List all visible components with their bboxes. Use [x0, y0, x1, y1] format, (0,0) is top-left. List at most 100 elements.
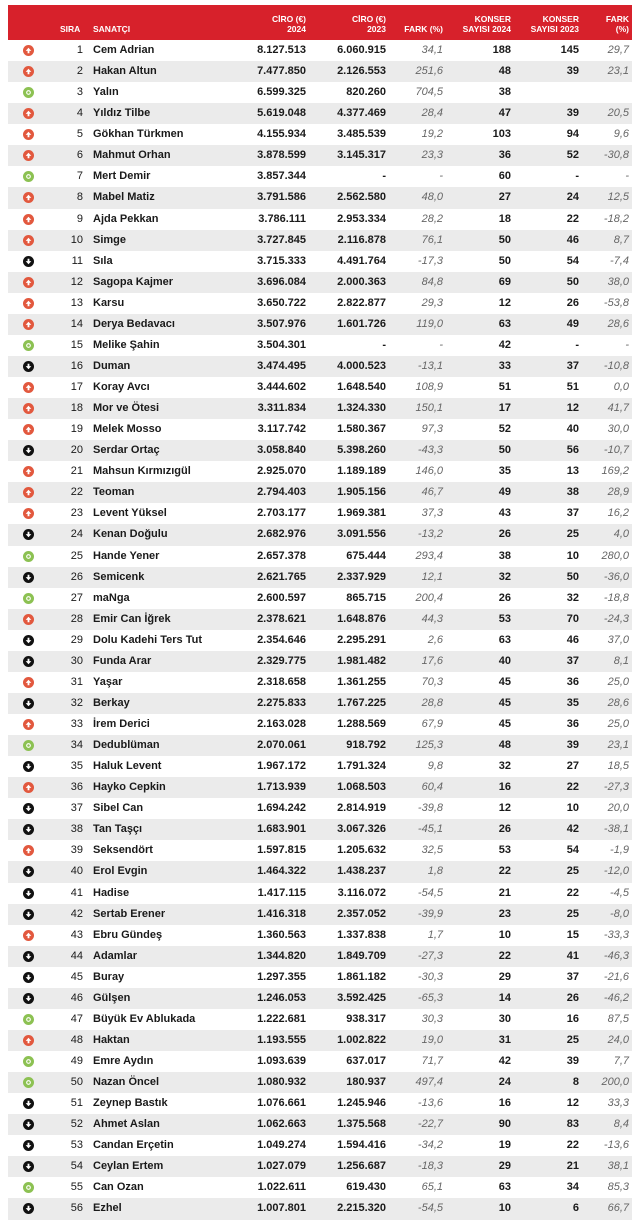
rank: 4 — [76, 107, 83, 120]
concerts-2023: 26 — [566, 296, 579, 309]
trend-down-icon — [23, 1098, 34, 1110]
table-row: 41 Hadise 1.417.115 3.116.072 -54,5 21 22 -4,5 — [8, 883, 632, 904]
revenue-2023: 3.067.326 — [337, 823, 386, 836]
rank: 22 — [70, 486, 83, 499]
trend-down-icon — [23, 634, 34, 646]
concerts-change: 20,0 — [607, 802, 629, 815]
revenue-2023: 3.091.556 — [337, 528, 386, 541]
table-row: 50 Nazan Öncel 1.080.932 180.937 497,4 24 8 200… — [8, 1072, 632, 1094]
trend-up-icon — [23, 613, 34, 625]
rank: 18 — [70, 402, 83, 415]
concerts-2024: 16 — [498, 1097, 511, 1110]
artist-name: Gülşen — [93, 991, 131, 1004]
trend-up-icon — [23, 129, 34, 141]
concerts-change: 23,1 — [607, 65, 629, 78]
concerts-change: -46,3 — [603, 949, 629, 962]
concerts-change: -8,0 — [610, 907, 629, 920]
trend-down-icon — [23, 445, 34, 457]
artist-name: Serdar Ortaç — [93, 444, 160, 457]
concerts-change: 8,1 — [613, 654, 629, 667]
table-row: 9 Ajda Pekkan 3.786.111 2.953.334 28,2 18 22 -1… — [8, 209, 632, 230]
artist-name: Derya Bedavacı — [93, 317, 175, 330]
concerts-change: 28,6 — [607, 696, 629, 709]
table-row: 48 Haktan 1.193.555 1.002.822 19,0 31 25 24,0 — [8, 1029, 632, 1051]
concerts-2023: 40 — [566, 423, 579, 436]
revenue-change: -22,7 — [417, 1118, 443, 1131]
rank: 8 — [76, 191, 83, 204]
revenue-change: -34,2 — [417, 1139, 443, 1152]
revenue-2024: 2.070.061 — [257, 739, 306, 752]
table-row: 4 Yıldız Tilbe 5.619.048 4.377.469 28,4 47 39 2… — [8, 103, 632, 125]
table-row: 3 Yalın 6.599.325 820.260 704,5 38 — [8, 82, 632, 103]
revenue-2024: 2.378.621 — [257, 612, 306, 625]
concerts-change: -10,8 — [603, 359, 629, 372]
artist-name: Yıldız Tilbe — [93, 107, 151, 120]
concerts-2024: 53 — [498, 612, 511, 625]
table-row: 10 Simge 3.727.845 2.116.878 76,1 50 46 8,7 — [8, 229, 632, 251]
concerts-change: 12,5 — [607, 191, 629, 204]
trend-up-icon — [23, 676, 34, 688]
concerts-2024: 45 — [498, 696, 511, 709]
artist-name: Koray Avcı — [93, 381, 150, 393]
trend-down-icon — [23, 761, 34, 773]
concerts-2024: 23 — [498, 907, 511, 920]
artist-name: Ebru Gündeş — [93, 928, 163, 941]
artist-name: Gökhan Türkmen — [93, 128, 184, 141]
rank: 35 — [70, 760, 83, 773]
table-row: 54 Ceylan Ertem 1.027.079 1.256.687 -18,3 29 2… — [8, 1156, 632, 1178]
rank: 37 — [70, 802, 83, 815]
concerts-2024: 22 — [498, 865, 511, 878]
table-row: 17 Koray Avcı 3.444.602 1.648.540 108,9 51 51 0… — [8, 377, 632, 398]
revenue-change: -43,3 — [417, 444, 443, 457]
trend-down-icon — [23, 866, 34, 878]
revenue-2024: 2.794.403 — [257, 486, 306, 499]
artist-name: Sertab Erener — [93, 907, 166, 920]
artist-name: Semicenk — [93, 570, 145, 583]
table-row: 39 Seksendört 1.597.815 1.205.632 32,5 53 54 -1… — [8, 840, 632, 861]
rank: 10 — [70, 233, 83, 246]
rank: 56 — [70, 1202, 83, 1215]
table-row: 37 Sibel Can 1.694.242 2.814.919 -39,8 12 10 20… — [8, 798, 632, 819]
trend-down-icon — [23, 908, 34, 920]
table-row: 33 İrem Derici 2.163.028 1.288.569 67,9 45 36 2… — [8, 714, 632, 735]
concerts-change: 9,6 — [613, 128, 629, 141]
revenue-2023: 2.295.291 — [337, 633, 386, 646]
revenue-change: 497,4 — [415, 1076, 443, 1089]
trend-down-icon — [23, 1119, 34, 1131]
concerts-change: 85,3 — [607, 1181, 629, 1194]
revenue-change: 200,4 — [415, 591, 443, 604]
concerts-2024: 26 — [498, 823, 511, 836]
table-row: 21 Mahsun Kırmızıgül 2.925.070 1.189.189 146… — [8, 461, 632, 482]
concerts-change: -27,3 — [603, 781, 629, 794]
concerts-change: -12,0 — [603, 865, 629, 878]
concerts-change: -30,8 — [603, 149, 629, 162]
revenue-2024: 3.791.586 — [257, 191, 306, 204]
rank: 29 — [70, 633, 83, 646]
concerts-2024: 36 — [498, 149, 511, 162]
revenue-2023: 2.357.052 — [337, 907, 386, 920]
concerts-2023: 16 — [566, 1012, 579, 1025]
rank: 16 — [70, 359, 83, 372]
concerts-2023: 37 — [566, 970, 579, 983]
rank: 13 — [70, 296, 83, 309]
revenue-change: 67,9 — [421, 718, 443, 730]
concerts-2023: 6 — [572, 1202, 579, 1215]
concerts-change: 4,0 — [613, 528, 629, 541]
concerts-change: 38,0 — [607, 275, 629, 288]
concerts-change: 38,1 — [607, 1160, 629, 1173]
concerts-2023: 32 — [566, 591, 579, 604]
concerts-2023: 13 — [566, 465, 579, 478]
concerts-change: 66,7 — [607, 1202, 629, 1215]
concerts-2024: 38 — [498, 86, 511, 99]
trend-down-icon — [23, 1203, 34, 1215]
revenue-change: - — [439, 338, 443, 351]
table-row: 46 Gülşen 1.246.053 3.592.425 -65,3 14 26 -46,2 — [8, 987, 632, 1009]
concerts-2023: - — [575, 338, 579, 351]
revenue-2024: 1.464.322 — [257, 865, 306, 878]
artist-name: Candan Erçetin — [93, 1139, 174, 1152]
revenue-2024: 3.650.722 — [257, 296, 306, 309]
revenue-2023: 637.017 — [346, 1055, 386, 1067]
concerts-change: -24,3 — [603, 612, 629, 625]
trend-up-icon — [23, 1034, 34, 1046]
trend-down-icon — [23, 360, 34, 372]
